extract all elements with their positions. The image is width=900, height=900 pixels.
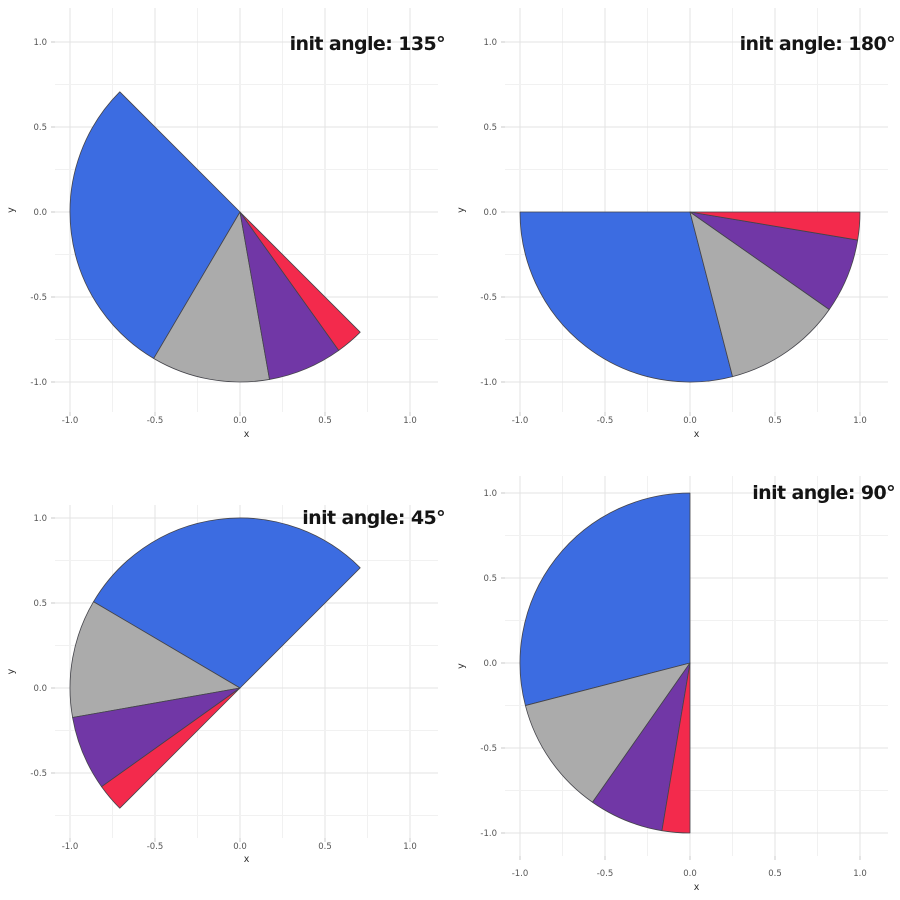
pie-slice-blue	[519, 492, 691, 706]
y-tick-label: 0.0	[33, 208, 47, 218]
x-tick-label: 0.0	[233, 416, 247, 426]
y-tick-label: 0.5	[33, 599, 47, 609]
x-tick-label: -1.0	[62, 842, 79, 852]
x-tick-label: 0.5	[768, 869, 782, 879]
y-tick-label: -1.0	[480, 829, 497, 839]
x-tick-label: 0.5	[318, 416, 332, 426]
y-tick-label: 0.0	[483, 659, 497, 669]
y-tick-label: -1.0	[30, 378, 47, 388]
pie-slice-blue	[519, 211, 733, 383]
x-tick-label: -0.5	[147, 842, 164, 852]
x-tick-label: -0.5	[597, 869, 614, 879]
y-tick-label: 0.0	[33, 684, 47, 694]
x-axis-title: x	[694, 882, 700, 893]
y-axis-title: y	[6, 668, 17, 674]
y-tick-label: 1.0	[33, 514, 47, 524]
fan-chart-svg-135: -1.0 -0.5 0.0 0.5 1.0 1.0 0.5 0.0 -0.5 -1.0 x y	[6, 8, 438, 440]
y-tick-label: 0.0	[483, 208, 497, 218]
fan-chart-svg-45: -1.0 -0.5 0.0 0.5 1.0 1.0 0.5 0.0 -0.5 x y	[6, 505, 438, 865]
y-axis-title: y	[456, 663, 467, 669]
panel-title: init angle: 180°	[739, 33, 896, 55]
y-axis-title: y	[456, 207, 467, 213]
x-tick-label: 0.5	[768, 416, 782, 426]
x-tick-label: -0.5	[597, 416, 614, 426]
pie-slice-blue	[69, 91, 241, 359]
x-tick-label: 1.0	[853, 869, 867, 879]
x-tick-label: 1.0	[403, 416, 417, 426]
panel-title: init angle: 45°	[302, 507, 445, 529]
fan-chart-svg-90: -1.0 -0.5 0.0 0.5 1.0 1.0 0.5 0.0 -0.5 -1.0 x y	[456, 476, 888, 893]
panel-init-angle-90: init angle: 90° -1.0 -0.5 0.0 0.5 1.0 1.0 0.5 0…	[450, 450, 900, 900]
y-tick-label: -0.5	[30, 293, 47, 303]
y-tick-label: 1.0	[483, 38, 497, 48]
pie-slice-gray	[153, 211, 270, 383]
pie-slice-red	[239, 211, 361, 351]
pie-slice-red	[101, 687, 241, 809]
y-tick-label: 0.5	[33, 123, 47, 133]
x-tick-label: 1.0	[853, 416, 867, 426]
x-axis-title: x	[244, 854, 250, 865]
panel-init-angle-180: init angle: 180° -1.0 -0.5 0.0 0.5 1.0 1.0 0.5…	[450, 0, 900, 450]
y-tick-label: 1.0	[483, 489, 497, 499]
fan-chart-svg-180: -1.0 -0.5 0.0 0.5 1.0 1.0 0.5 0.0 -0.5 -1.0 x y	[456, 8, 888, 440]
panel-init-angle-135: init angle: 135° -1.0 -0.5 0.0 0.5 1.0 1.0 0.5…	[0, 0, 450, 450]
x-tick-label: -0.5	[147, 416, 164, 426]
pie-slice-gray	[525, 662, 691, 803]
y-tick-label: 0.5	[483, 123, 497, 133]
x-tick-label: -1.0	[62, 416, 79, 426]
x-tick-label: 0.0	[233, 842, 247, 852]
pie-slice-red	[689, 211, 861, 241]
y-tick-label: 1.0	[33, 38, 47, 48]
pie-slice-gray	[69, 601, 241, 718]
x-tick-label: -1.0	[512, 416, 529, 426]
pie-slice-red	[661, 662, 691, 834]
x-axis-title: x	[694, 429, 700, 440]
y-tick-label: -0.5	[480, 744, 497, 754]
x-tick-label: -1.0	[512, 869, 529, 879]
panel-title: init angle: 90°	[752, 482, 895, 504]
x-tick-label: 0.0	[683, 416, 697, 426]
y-axis-title: y	[6, 207, 17, 213]
panel-init-angle-45: init angle: 45° -1.0 -0.5 0.0 0.5 1.0 1.0 0.5 0…	[0, 450, 450, 900]
x-tick-label: 1.0	[403, 842, 417, 852]
y-tick-label: -0.5	[480, 293, 497, 303]
y-tick-label: -0.5	[30, 769, 47, 779]
y-tick-label: -1.0	[480, 378, 497, 388]
x-tick-label: 0.5	[318, 842, 332, 852]
x-tick-label: 0.0	[683, 869, 697, 879]
pie-slice-gray	[689, 211, 830, 377]
y-tick-label: 0.5	[483, 574, 497, 584]
panel-title: init angle: 135°	[289, 33, 446, 55]
pie-slice-blue	[93, 517, 361, 689]
x-axis-title: x	[244, 429, 250, 440]
